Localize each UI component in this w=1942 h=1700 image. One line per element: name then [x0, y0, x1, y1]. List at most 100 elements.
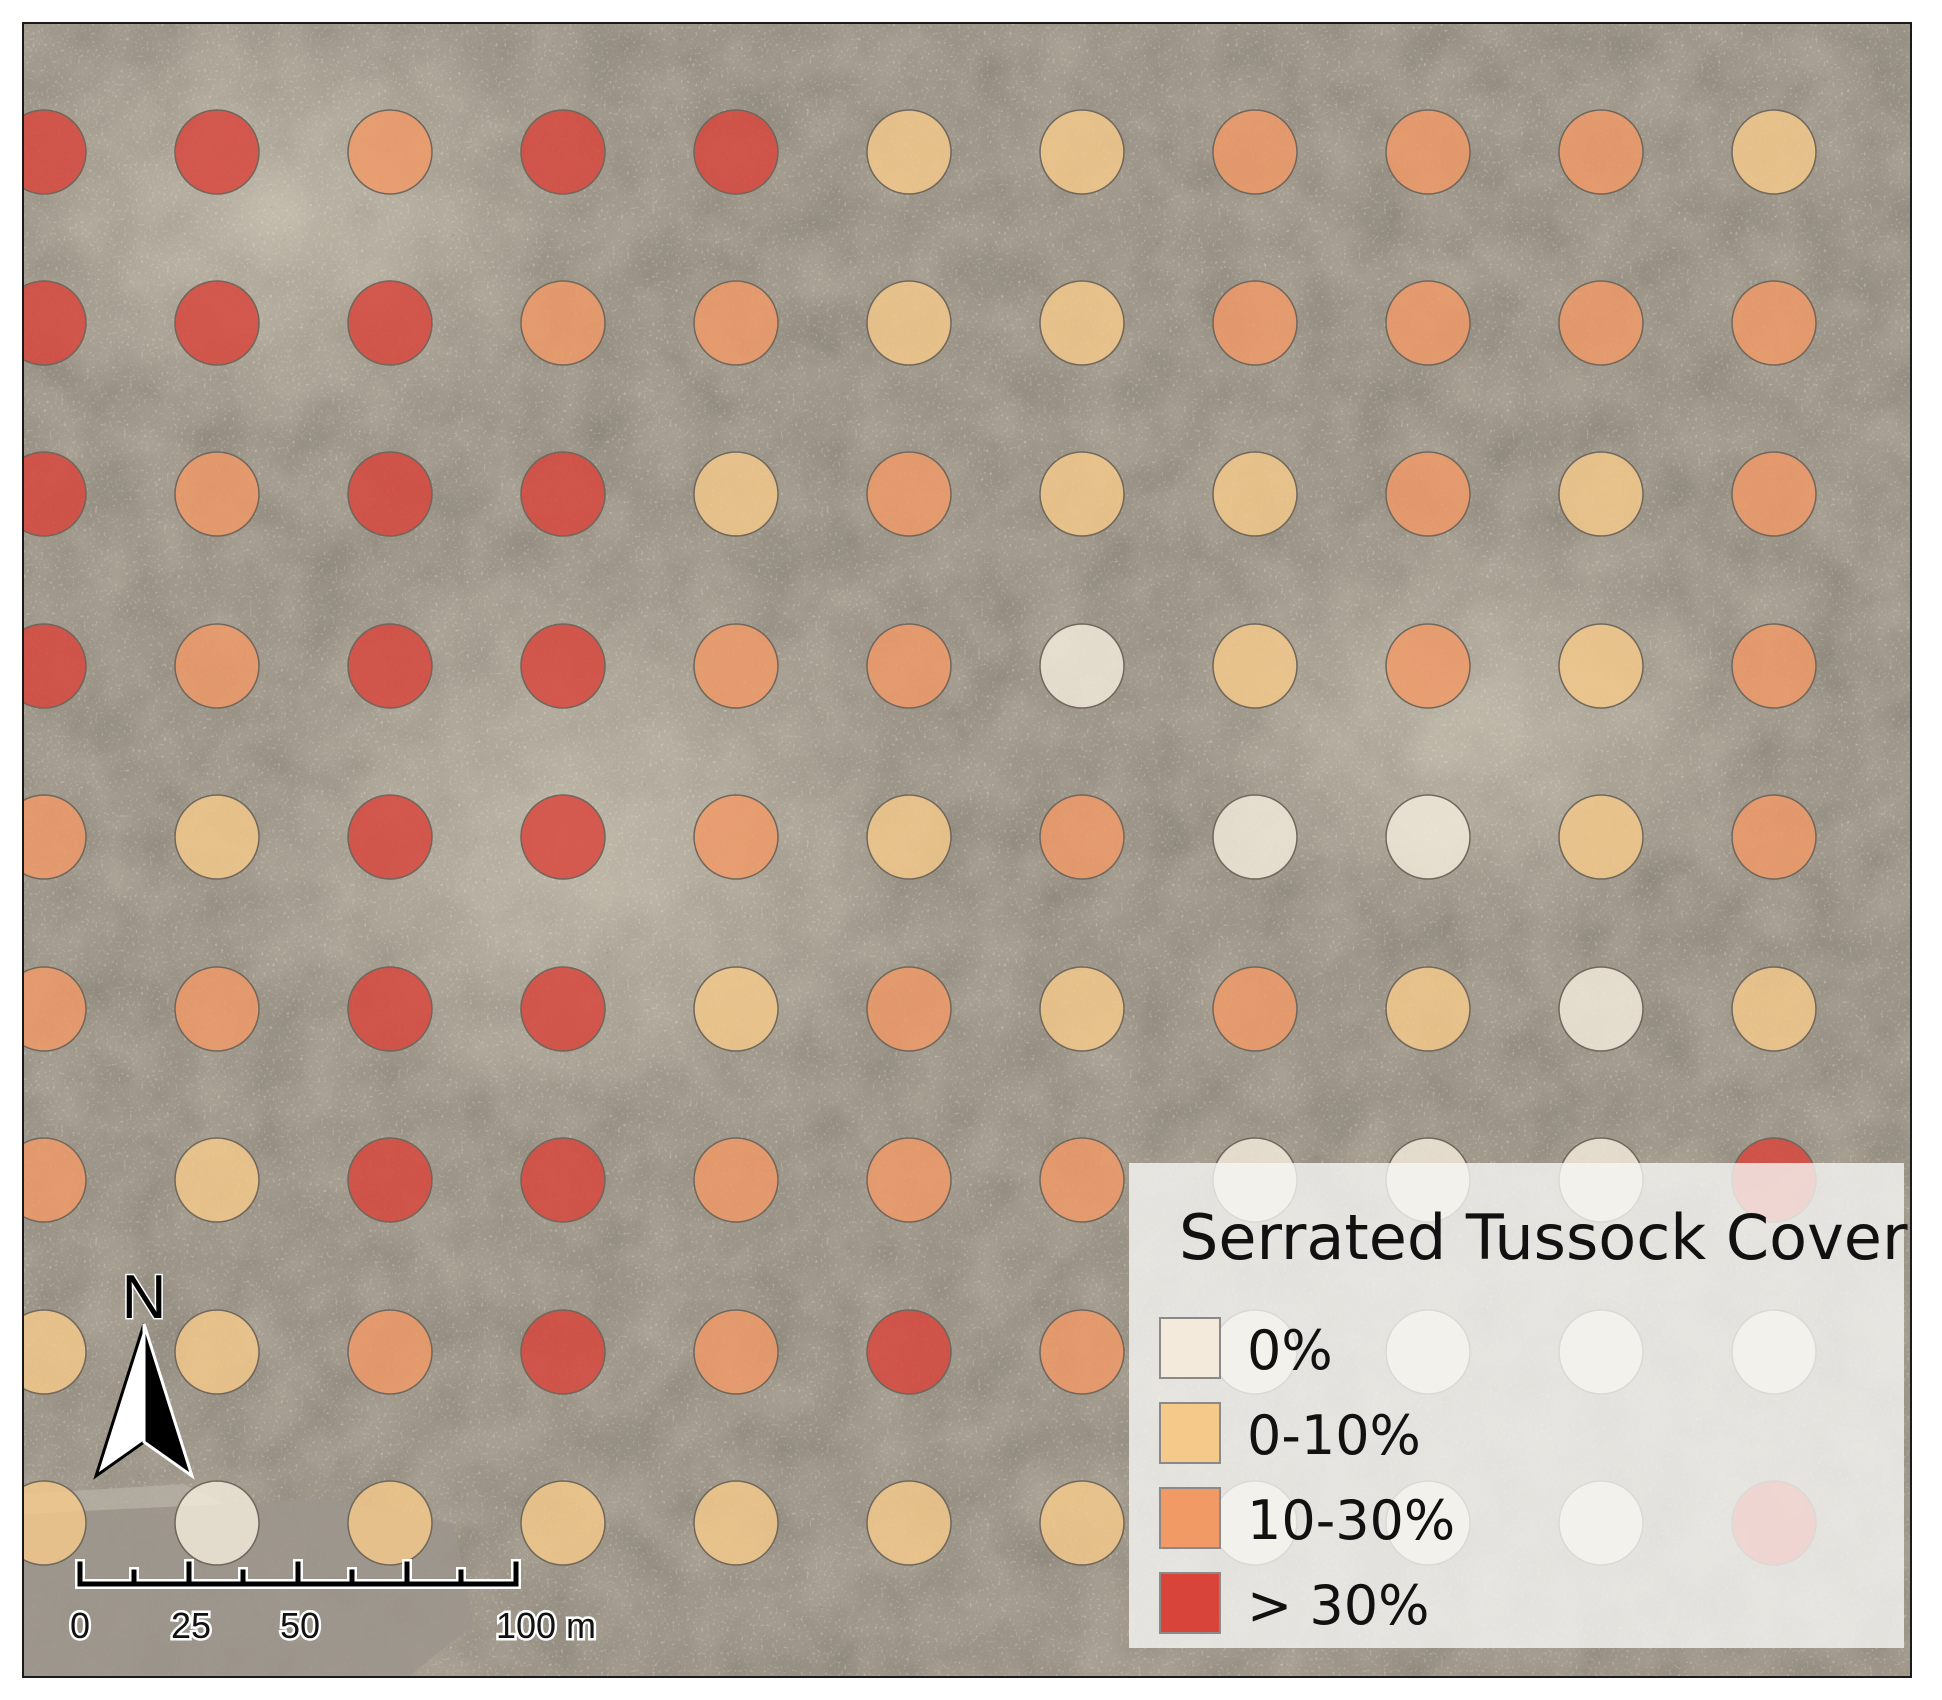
- plot-circle-r3-c1[interactable]: [24, 451, 87, 537]
- plot-circle-r2-c9[interactable]: [1385, 280, 1471, 366]
- legend-label-10-30pct: 10-30%: [1247, 1489, 1456, 1552]
- plot-circle-r8-c6[interactable]: [866, 1309, 952, 1395]
- plot-circle-r4-c5[interactable]: [693, 623, 779, 709]
- plot-circle-r7-c3[interactable]: [347, 1137, 433, 1223]
- plot-circle-r7-c6[interactable]: [866, 1137, 952, 1223]
- plot-circle-r5-c1[interactable]: [24, 794, 87, 880]
- plot-circle-r6-c2[interactable]: [174, 966, 260, 1052]
- plot-circle-r1-c3[interactable]: [347, 109, 433, 195]
- plot-circle-r2-c1[interactable]: [24, 280, 87, 366]
- plot-circle-r3-c3[interactable]: [347, 451, 433, 537]
- plot-circle-r7-c2[interactable]: [174, 1137, 260, 1223]
- legend-item-10-30pct: 10-30%: [1159, 1487, 1759, 1553]
- map-frame[interactable]: N 0 25 50 100 m: [22, 22, 1912, 1678]
- plot-circle-r3-c11[interactable]: [1731, 451, 1817, 537]
- north-arrow: N: [93, 1262, 195, 1480]
- plot-circle-r3-c2[interactable]: [174, 451, 260, 537]
- plot-circle-r1-c2[interactable]: [174, 109, 260, 195]
- plot-circle-r9-c2[interactable]: [174, 1480, 260, 1566]
- plot-circle-r5-c10[interactable]: [1558, 794, 1644, 880]
- legend-item-0-10pct: 0-10%: [1159, 1402, 1759, 1468]
- plot-circle-r2-c11[interactable]: [1731, 280, 1817, 366]
- plot-circle-r5-c6[interactable]: [866, 794, 952, 880]
- plot-circle-r4-c11[interactable]: [1731, 623, 1817, 709]
- plot-circle-r5-c11[interactable]: [1731, 794, 1817, 880]
- plot-circle-r6-c8[interactable]: [1212, 966, 1298, 1052]
- plot-circle-r6-c6[interactable]: [866, 966, 952, 1052]
- plot-circle-r1-c4[interactable]: [520, 109, 606, 195]
- plot-circle-r6-c11[interactable]: [1731, 966, 1817, 1052]
- plot-circle-r6-c3[interactable]: [347, 966, 433, 1052]
- plot-circle-r1-c10[interactable]: [1558, 109, 1644, 195]
- plot-circle-r4-c2[interactable]: [174, 623, 260, 709]
- plot-circle-r6-c4[interactable]: [520, 966, 606, 1052]
- plot-circle-r1-c8[interactable]: [1212, 109, 1298, 195]
- plot-circle-r9-c3[interactable]: [347, 1480, 433, 1566]
- plot-circle-r4-c4[interactable]: [520, 623, 606, 709]
- plot-circle-r4-c8[interactable]: [1212, 623, 1298, 709]
- plot-circle-r8-c4[interactable]: [520, 1309, 606, 1395]
- plot-circle-r8-c5[interactable]: [693, 1309, 779, 1395]
- plot-circle-r7-c5[interactable]: [693, 1137, 779, 1223]
- plot-circle-r3-c9[interactable]: [1385, 451, 1471, 537]
- legend-item-gt30pct: > 30%: [1159, 1572, 1759, 1638]
- plot-circle-r4-c1[interactable]: [24, 623, 87, 709]
- plot-circle-r8-c1[interactable]: [24, 1309, 87, 1395]
- plot-circle-r1-c6[interactable]: [866, 109, 952, 195]
- plot-circle-r5-c2[interactable]: [174, 794, 260, 880]
- plot-circle-r8-c7[interactable]: [1039, 1309, 1125, 1395]
- plot-circle-r9-c6[interactable]: [866, 1480, 952, 1566]
- plot-circle-r2-c10[interactable]: [1558, 280, 1644, 366]
- plot-circle-r3-c10[interactable]: [1558, 451, 1644, 537]
- plot-circle-r1-c9[interactable]: [1385, 109, 1471, 195]
- plot-circle-r3-c8[interactable]: [1212, 451, 1298, 537]
- plot-circle-r7-c7[interactable]: [1039, 1137, 1125, 1223]
- legend-label-gt30pct: > 30%: [1247, 1574, 1430, 1637]
- plot-circle-r9-c7[interactable]: [1039, 1480, 1125, 1566]
- plot-circle-r2-c8[interactable]: [1212, 280, 1298, 366]
- plot-circle-r6-c9[interactable]: [1385, 966, 1471, 1052]
- plot-circle-r7-c1[interactable]: [24, 1137, 87, 1223]
- plot-circle-r3-c6[interactable]: [866, 451, 952, 537]
- plot-circle-r3-c4[interactable]: [520, 451, 606, 537]
- scale-tick-100: 100 m: [496, 1605, 596, 1646]
- plot-circle-r1-c7[interactable]: [1039, 109, 1125, 195]
- plot-circle-r4-c6[interactable]: [866, 623, 952, 709]
- plot-circle-r9-c5[interactable]: [693, 1480, 779, 1566]
- plot-circle-r6-c7[interactable]: [1039, 966, 1125, 1052]
- plot-circle-r4-c9[interactable]: [1385, 623, 1471, 709]
- plot-circle-r2-c7[interactable]: [1039, 280, 1125, 366]
- plot-circle-r2-c5[interactable]: [693, 280, 779, 366]
- legend-swatch-0-10pct: [1159, 1402, 1221, 1464]
- plot-circle-r8-c3[interactable]: [347, 1309, 433, 1395]
- plot-circle-r4-c3[interactable]: [347, 623, 433, 709]
- legend-swatch-gt30pct: [1159, 1572, 1221, 1634]
- plot-circle-r7-c4[interactable]: [520, 1137, 606, 1223]
- plot-circle-r3-c5[interactable]: [693, 451, 779, 537]
- legend-swatch-10-30pct: [1159, 1487, 1221, 1549]
- plot-circle-r9-c4[interactable]: [520, 1480, 606, 1566]
- plot-circle-r6-c10[interactable]: [1558, 966, 1644, 1052]
- plot-circle-r6-c1[interactable]: [24, 966, 87, 1052]
- plot-circle-r3-c7[interactable]: [1039, 451, 1125, 537]
- plot-circle-r2-c3[interactable]: [347, 280, 433, 366]
- plot-circle-r6-c5[interactable]: [693, 966, 779, 1052]
- plot-circle-r9-c1[interactable]: [24, 1480, 87, 1566]
- plot-circle-r5-c9[interactable]: [1385, 794, 1471, 880]
- plot-circle-r5-c5[interactable]: [693, 794, 779, 880]
- plot-circle-r1-c11[interactable]: [1731, 109, 1817, 195]
- plot-circle-r8-c2[interactable]: [174, 1309, 260, 1395]
- plot-circle-r5-c3[interactable]: [347, 794, 433, 880]
- plot-circle-r1-c1[interactable]: [24, 109, 87, 195]
- plot-circle-r5-c4[interactable]: [520, 794, 606, 880]
- scale-tick-0: 0: [70, 1605, 90, 1646]
- plot-circle-r5-c8[interactable]: [1212, 794, 1298, 880]
- plot-circle-r4-c7[interactable]: [1039, 623, 1125, 709]
- plot-circle-r1-c5[interactable]: [693, 109, 779, 195]
- plot-circle-r4-c10[interactable]: [1558, 623, 1644, 709]
- plot-circle-r2-c4[interactable]: [520, 280, 606, 366]
- plot-circle-r2-c2[interactable]: [174, 280, 260, 366]
- legend-swatch-0pct: [1159, 1317, 1221, 1379]
- plot-circle-r5-c7[interactable]: [1039, 794, 1125, 880]
- plot-circle-r2-c6[interactable]: [866, 280, 952, 366]
